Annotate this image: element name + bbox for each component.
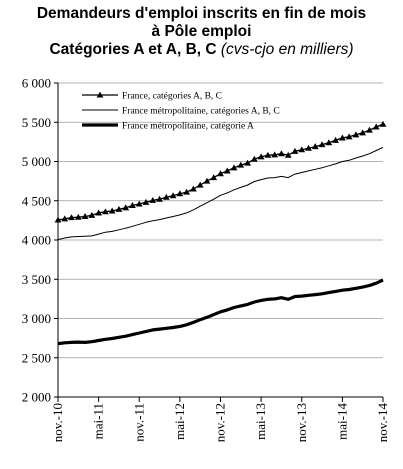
data-point-triangle <box>217 170 224 177</box>
data-point-triangle <box>203 177 211 184</box>
gridlines <box>58 82 383 398</box>
data-point-triangle <box>311 143 319 150</box>
y-tick-label: 5 000 <box>22 154 51 169</box>
data-point-triangle <box>162 193 170 200</box>
data-point-triangle <box>305 144 312 151</box>
data-point-triangle <box>345 133 353 140</box>
y-tick-label: 3 500 <box>22 272 51 287</box>
data-point-triangle <box>196 181 204 188</box>
x-tick-label: mai-12 <box>172 403 187 440</box>
chart-title-line-2: à Pôle emploi <box>151 23 252 40</box>
y-tick-label: 2 000 <box>22 390 51 405</box>
data-point-triangle <box>237 161 245 168</box>
data-point-triangle <box>379 120 387 127</box>
data-point-triangle <box>190 185 197 192</box>
data-point-triangle <box>366 126 373 133</box>
data-point-triangle <box>115 205 123 212</box>
legend-label: France, catégories A, B, C <box>122 92 222 102</box>
data-point-triangle <box>122 204 130 211</box>
data-point-triangle <box>176 190 184 197</box>
data-point-triangle <box>271 151 279 158</box>
legend-label: France métropolitaine, catégorie A <box>122 122 254 132</box>
y-axis-ticks: 2 000 2 500 3 000 3 500 4 000 4 500 5 000 5 500… <box>22 76 58 405</box>
data-point-triangle <box>318 141 326 148</box>
data-point-triangle <box>223 167 231 174</box>
x-tick-label: mai-14 <box>334 403 349 440</box>
data-point-triangle <box>135 200 143 207</box>
data-point-triangle <box>284 151 292 158</box>
data-point-triangle <box>74 213 82 220</box>
chart-title-line-3: Catégories A et A, B, C (cvs-cjo en mill… <box>0 40 403 59</box>
chart-title-line-1: Demandeurs d'emploi inscrits en fin de m… <box>36 5 367 22</box>
x-tick-label: nov.-11 <box>131 403 146 442</box>
series-line <box>57 146 384 241</box>
data-point-triangle <box>325 139 333 146</box>
data-point-triangle <box>352 131 360 138</box>
legend-marker <box>96 91 104 98</box>
x-tick-label: nov.-13 <box>294 403 309 442</box>
data-point-triangle <box>68 214 75 221</box>
y-tick-label: 3 000 <box>22 311 51 326</box>
data-point-triangle <box>264 151 272 158</box>
data-point-triangle <box>61 215 69 222</box>
data-point-triangle <box>359 129 367 136</box>
data-point-triangle <box>298 146 306 153</box>
data-point-triangle <box>156 195 163 202</box>
data-point-triangle <box>250 155 258 162</box>
data-point-triangle <box>149 196 157 203</box>
legend-label: France métropolitaine, catégories A, B, … <box>122 107 280 117</box>
y-tick-label: 5 500 <box>22 115 51 130</box>
x-tick-label: mai-13 <box>253 403 268 440</box>
x-tick-label: nov.-12 <box>213 403 228 442</box>
data-point-triangle <box>183 188 191 195</box>
data-point-triangle <box>332 136 340 143</box>
data-point-triangle <box>169 192 177 199</box>
data-point-triangle <box>129 202 136 209</box>
series-line <box>57 278 384 346</box>
legend: France, catégories A, B, C France métropo… <box>82 92 280 132</box>
x-axis-ticks: nov.-10 mai-11 nov.-11 mai-12 nov.-12 mai-13 n… <box>50 397 390 442</box>
data-point-triangle <box>108 207 116 214</box>
data-point-triangle <box>372 123 380 130</box>
x-tick-label: nov.-10 <box>50 403 65 442</box>
x-tick-label: nov.-14 <box>375 403 390 443</box>
chart-title-note: (cvs-cjo en milliers) <box>220 41 354 58</box>
data-point-triangle <box>338 134 346 141</box>
data-point-triangle <box>95 209 103 216</box>
y-tick-label: 6 000 <box>22 76 51 91</box>
data-point-triangle <box>81 213 89 219</box>
data-point-triangle <box>230 164 238 171</box>
chart-title-main: Catégories A et A, B, C <box>49 41 217 58</box>
data-point-triangle <box>101 208 109 215</box>
data-point-triangle <box>88 211 96 218</box>
data-point-triangle <box>291 147 299 154</box>
data-point-triangle <box>54 216 62 223</box>
data-point-triangle <box>244 159 251 166</box>
data-point-triangle <box>257 153 265 160</box>
y-tick-label: 2 500 <box>22 350 51 365</box>
data-point-triangle <box>210 174 218 181</box>
x-tick-label: mai-11 <box>91 403 106 439</box>
y-tick-label: 4 500 <box>22 193 51 208</box>
data-point-triangle <box>278 150 285 157</box>
data-series <box>54 120 387 346</box>
y-tick-label: 4 000 <box>22 233 51 248</box>
data-point-triangle <box>142 198 150 205</box>
